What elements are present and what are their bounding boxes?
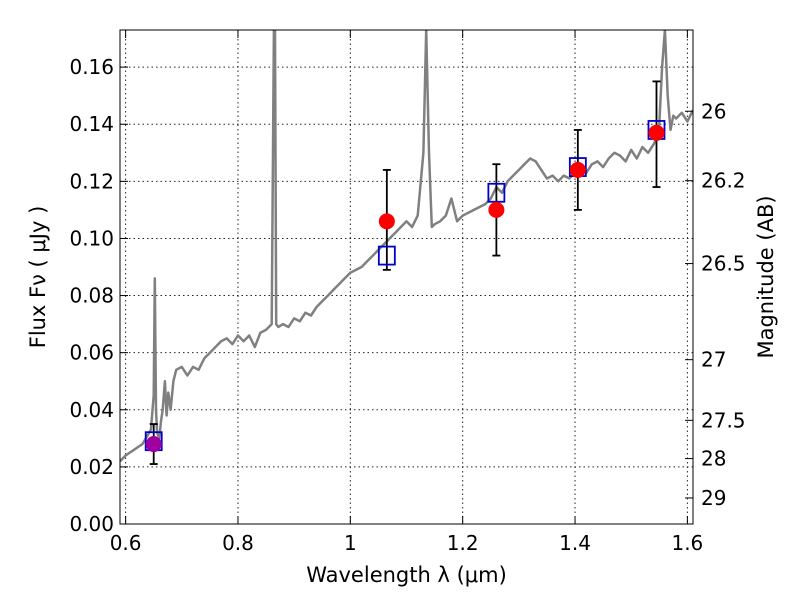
right-tick-label: 28	[701, 447, 726, 471]
y-tick-label: 0.10	[69, 226, 114, 250]
x-axis-label: Wavelength λ (μm)	[306, 563, 507, 587]
grid	[120, 30, 693, 525]
plot-area	[120, 30, 693, 465]
observed-point	[488, 201, 505, 218]
right-tick-label: 26.5	[701, 252, 746, 276]
y-tick-label: 0.04	[69, 398, 114, 422]
y-axis-label-left: Flux Fν ( μJy )	[26, 206, 50, 349]
observed-point	[145, 436, 162, 453]
right-tick-label: 27	[701, 348, 726, 372]
x-tick-label: 1.6	[671, 531, 703, 555]
x-tick-label: 1.4	[559, 531, 591, 555]
y-tick-label: 0.16	[69, 55, 114, 79]
y-tick-label: 0.02	[69, 455, 114, 479]
y-tick-label: 0.08	[69, 284, 114, 308]
x-tick-label: 0.6	[110, 531, 142, 555]
model-point-square	[377, 245, 396, 266]
y-tick-label: 0.00	[69, 512, 114, 536]
y-axis-label-right: Magnitude (AB)	[754, 195, 778, 358]
x-tick-label: 1	[344, 531, 357, 555]
observed-point	[648, 124, 665, 141]
right-tick-label: 29	[701, 486, 726, 510]
observed-point	[569, 161, 586, 178]
ticks: 0.6 0.8 1 1.2 1.4 1.6 0.00 0.02 0.04 0.06 0.08 0.10…	[69, 30, 746, 555]
y-tick-label: 0.12	[69, 169, 114, 193]
model-point-square	[487, 182, 506, 203]
right-tick-label: 27.5	[701, 408, 746, 432]
right-tick-label: 26.2	[701, 169, 746, 193]
spectrum-line	[120, 30, 693, 463]
y-tick-label: 0.14	[69, 112, 114, 136]
x-tick-label: 0.8	[222, 531, 254, 555]
right-tick-label: 26	[701, 99, 726, 123]
x-tick-label: 1.2	[447, 531, 479, 555]
plot-frame	[119, 29, 694, 525]
y-tick-label: 0.06	[69, 341, 114, 365]
observed-point	[378, 213, 395, 230]
